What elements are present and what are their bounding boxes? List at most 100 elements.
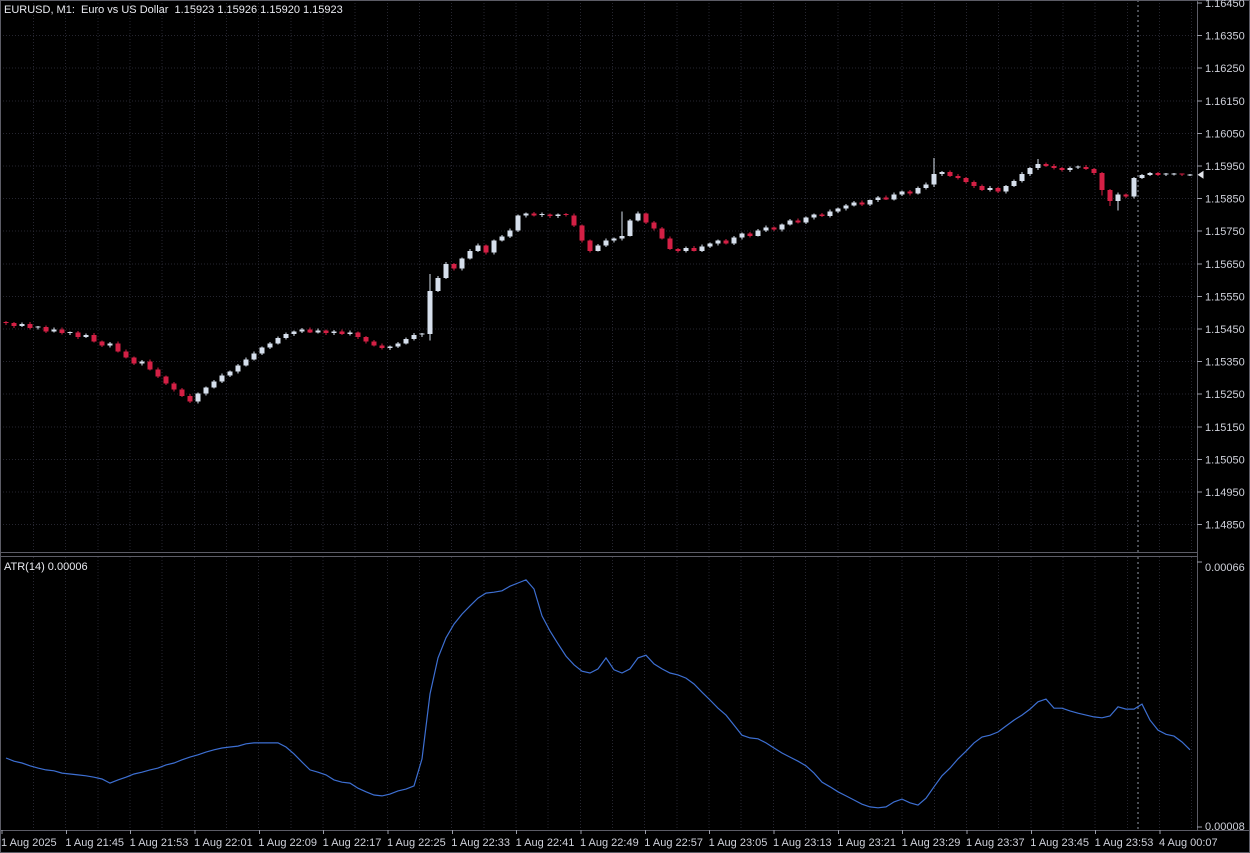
candle	[411, 333, 417, 341]
time-axis-label: 1 Aug 23:45	[1030, 837, 1089, 849]
time-axis[interactable]: 1 Aug 2025 1 Aug 21:45 1 Aug 21:53 1 Aug 22…	[1, 830, 1218, 849]
candle	[387, 345, 393, 350]
candle	[947, 170, 953, 178]
candle	[499, 235, 505, 242]
candle	[475, 243, 481, 253]
time-axis-label: 1 Aug 21:45	[65, 837, 124, 849]
candle	[243, 357, 249, 367]
candle	[883, 195, 889, 201]
time-axis-label: 1 Aug 23:21	[837, 837, 896, 849]
time-axis-label: 1 Aug 21:53	[130, 837, 189, 849]
candle	[355, 331, 361, 339]
candle	[1011, 179, 1017, 188]
candle	[1179, 173, 1185, 177]
candle	[491, 239, 497, 255]
candle	[1187, 173, 1193, 176]
candle	[107, 342, 113, 348]
price-axis-label: 1.15350	[1205, 357, 1245, 369]
candle	[835, 207, 841, 213]
candle	[307, 327, 313, 334]
candle	[331, 329, 337, 336]
price-axis-label: 1.14950	[1205, 487, 1245, 499]
candle	[147, 359, 153, 371]
candle	[979, 184, 985, 192]
candle	[163, 375, 169, 386]
price-axis-label: 1.15250	[1205, 389, 1245, 401]
candlestick-series	[3, 157, 1193, 404]
candle	[819, 212, 825, 218]
time-axis-label: 1 Aug 23:29	[902, 837, 961, 849]
candle	[67, 331, 73, 335]
candle	[427, 273, 433, 341]
candle	[587, 239, 593, 253]
candle	[155, 367, 161, 378]
candle	[1091, 167, 1097, 175]
price-axis-label: 1.15450	[1205, 324, 1245, 336]
candle	[171, 382, 177, 392]
atr-indicator-label: ATR(14) 0.00006	[4, 561, 88, 573]
time-axis-label: 1 Aug 23:37	[966, 837, 1025, 849]
candle	[91, 333, 97, 343]
candle	[291, 330, 297, 336]
candle	[771, 226, 777, 232]
candle	[339, 329, 345, 336]
candle	[667, 236, 673, 251]
candle	[1051, 164, 1057, 170]
time-axis-label: 4 Aug 00:07	[1159, 837, 1218, 849]
candle	[579, 224, 585, 243]
candle	[75, 330, 81, 340]
candle	[955, 174, 961, 180]
candle	[251, 351, 257, 361]
price-axis-label: 1.15050	[1205, 454, 1245, 466]
price-axis-label: 1.16250	[1205, 63, 1245, 75]
candle	[987, 186, 993, 192]
candle	[1115, 192, 1121, 211]
candle	[931, 157, 937, 188]
candle	[179, 388, 185, 397]
time-axis-label: 1 Aug 2025	[1, 837, 57, 849]
candle	[59, 327, 65, 335]
candle	[187, 393, 193, 404]
candle	[795, 218, 801, 224]
time-axis-label: 1 Aug 23:13	[773, 837, 832, 849]
time-axis-label: 1 Aug 22:25	[387, 837, 446, 849]
candle	[19, 322, 25, 328]
price-axis-label: 1.16050	[1205, 128, 1245, 140]
candle	[403, 337, 409, 345]
candle	[1075, 165, 1081, 169]
price-axis-label: 1.16450	[1205, 0, 1245, 10]
candle	[779, 223, 785, 232]
time-axis-label: 1 Aug 22:17	[323, 837, 382, 849]
time-axis-label: 1 Aug 23:05	[709, 837, 768, 849]
candle	[1163, 173, 1169, 177]
candle	[643, 212, 649, 225]
candle	[563, 212, 569, 217]
candle	[515, 214, 521, 233]
price-axis[interactable]: 1.16450 1.16350 1.16250 1.16150 1.16050 1.159…	[1197, 0, 1245, 532]
candle	[267, 342, 273, 350]
candle	[1147, 172, 1153, 177]
candle	[715, 239, 721, 246]
candle	[1139, 174, 1145, 180]
candle	[3, 320, 9, 325]
time-axis-label: 1 Aug 23:53	[1095, 837, 1154, 849]
candle	[811, 213, 817, 220]
candle	[443, 261, 449, 280]
candle	[83, 333, 89, 339]
candle	[683, 246, 689, 253]
candle	[1043, 162, 1049, 167]
candle	[195, 392, 201, 404]
candle	[1067, 166, 1073, 172]
atr-axis[interactable]: 0.00066 0.00008	[1197, 561, 1245, 833]
candle	[507, 228, 513, 239]
candle	[619, 211, 625, 241]
candle	[787, 218, 793, 226]
price-axis-label: 1.15550	[1205, 291, 1245, 303]
candle	[827, 209, 833, 218]
candle	[595, 243, 601, 252]
candle	[35, 326, 41, 330]
candle	[867, 199, 873, 207]
price-axis-label: 1.14850	[1205, 520, 1245, 532]
candle	[27, 322, 33, 330]
